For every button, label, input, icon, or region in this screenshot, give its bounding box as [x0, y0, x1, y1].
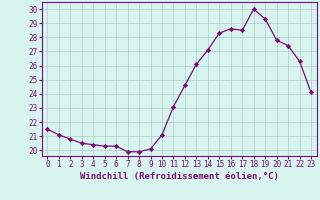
X-axis label: Windchill (Refroidissement éolien,°C): Windchill (Refroidissement éolien,°C)	[80, 172, 279, 181]
